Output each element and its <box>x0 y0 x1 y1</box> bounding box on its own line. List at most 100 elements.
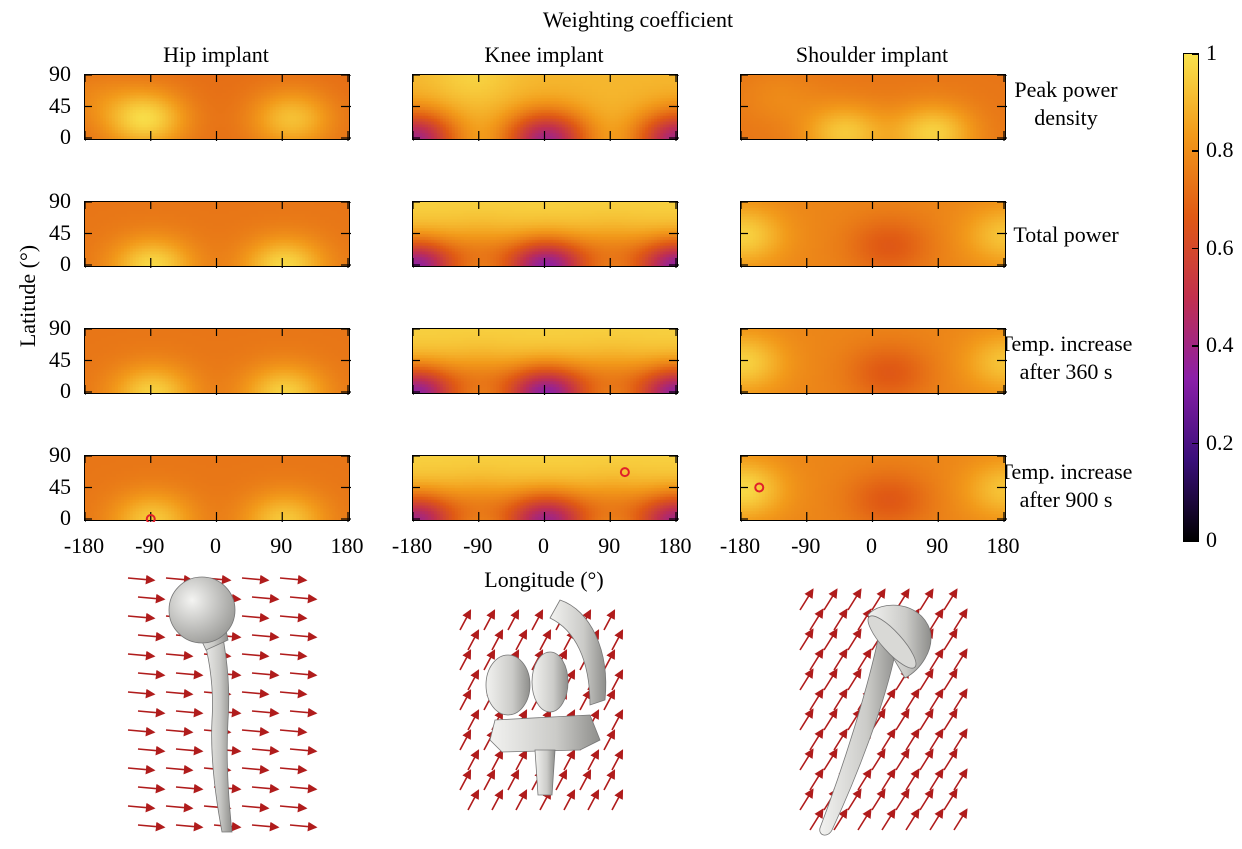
row-label-line: density <box>1034 105 1098 130</box>
field-arrow <box>847 668 862 691</box>
panel-ticks <box>413 75 679 141</box>
field-arrow <box>823 628 838 651</box>
field-arrow <box>809 688 824 711</box>
field-arrow <box>459 729 472 751</box>
field-arrow <box>467 669 480 691</box>
field-arrow <box>515 789 528 811</box>
x-tick-label: 0 <box>538 533 549 558</box>
field-arrow <box>127 688 156 699</box>
field-arrow <box>175 783 204 794</box>
colorbar-tick-mark <box>1192 150 1199 152</box>
field-arrow <box>289 783 318 794</box>
field-arrow <box>491 749 504 771</box>
x-tick-label: 180 <box>658 533 692 558</box>
field-arrow <box>919 788 934 811</box>
shoulder-stem <box>819 629 899 836</box>
maximum-marker <box>754 482 765 493</box>
field-arrow <box>289 593 318 604</box>
field-arrow <box>137 593 166 604</box>
field-arrow <box>579 689 592 711</box>
field-arrow <box>491 789 504 811</box>
field-arrow <box>871 748 886 771</box>
field-arrow <box>905 728 920 751</box>
field-arrow <box>137 631 166 642</box>
field-arrow <box>857 608 872 631</box>
knee-condyle-right <box>531 651 569 713</box>
field-arrow <box>881 728 896 751</box>
field-arrow <box>251 593 280 604</box>
field-arrow <box>809 608 824 631</box>
field-arrow <box>289 631 318 642</box>
row-label-total-power: Total power <box>1013 221 1118 249</box>
field-arrow <box>175 745 204 756</box>
field-arrow <box>929 808 944 831</box>
hip-stem <box>201 631 233 833</box>
x-tick-label: -90 <box>135 533 165 558</box>
x-tick-label: -180 <box>63 533 105 558</box>
y-tick-label: 90 <box>49 188 71 213</box>
field-arrow <box>279 688 308 699</box>
field-arrow <box>929 648 944 671</box>
y-tick-label: 0 <box>60 378 71 403</box>
field-arrow <box>895 788 910 811</box>
colorbar-tick-mark <box>1192 442 1199 445</box>
field-arrow <box>833 688 848 711</box>
field-arrow <box>127 612 156 623</box>
knee-femoral-shell <box>549 599 607 706</box>
field-arrow <box>943 748 958 771</box>
x-tick-label: -90 <box>791 533 821 558</box>
field-arrow <box>929 608 944 631</box>
maximum-marker <box>145 514 156 522</box>
field-arrow <box>539 629 552 651</box>
field-arrow <box>241 650 270 661</box>
field-arrow <box>241 726 270 737</box>
field-arrow <box>579 769 592 791</box>
heatmap-image <box>413 75 677 139</box>
y-tick-label: 45 <box>49 219 71 245</box>
field-arrow <box>515 629 528 651</box>
field-arrow <box>251 821 280 832</box>
field-arrow <box>603 769 616 791</box>
field-arrow <box>919 708 934 731</box>
field-arrow <box>799 628 814 651</box>
field-arrow <box>603 729 616 751</box>
field-arrow <box>603 689 616 711</box>
field-arrow <box>611 789 624 811</box>
field-arrow <box>483 649 496 671</box>
field-arrow <box>137 783 166 794</box>
field-arrow <box>895 708 910 731</box>
field-arrow <box>603 609 616 631</box>
field-arrow <box>279 726 308 737</box>
heatmap-panel <box>740 201 1007 268</box>
heatmap-image <box>741 456 1005 520</box>
field-arrow <box>459 609 472 631</box>
field-arrow <box>289 745 318 756</box>
heatmap-image <box>85 329 349 393</box>
x-tick-label: -180 <box>391 533 433 558</box>
field-arrow <box>279 650 308 661</box>
field-arrow <box>833 808 848 831</box>
y-tick-label: 90 <box>49 61 71 86</box>
field-arrow <box>165 650 194 661</box>
field-arrow <box>459 689 472 711</box>
chart-title: Weighting coefficient <box>542 7 734 32</box>
field-arrow <box>611 629 624 651</box>
field-arrow <box>241 764 270 775</box>
field-arrow <box>847 628 862 651</box>
column-title-shoulder: Shoulder implant <box>795 42 949 67</box>
row-label-line: after 900 s <box>1019 487 1113 512</box>
field-arrow <box>953 648 968 671</box>
row-label-line: Temp. increase <box>999 459 1133 484</box>
y-axis-label: Latitude (°) <box>15 244 40 348</box>
shoulder-head-face <box>867 615 917 669</box>
field-arrow <box>919 668 934 691</box>
field-arrow <box>847 588 862 611</box>
column-title-hip: Hip implant <box>163 42 269 67</box>
field-arrow <box>531 609 544 631</box>
hip-implant-illustration <box>127 574 318 833</box>
field-arrow <box>515 749 528 771</box>
colorbar-tick-label: 0.2 <box>1206 429 1234 455</box>
field-arrow <box>241 612 270 623</box>
field-arrow <box>809 648 824 671</box>
field-arrow <box>905 808 920 831</box>
